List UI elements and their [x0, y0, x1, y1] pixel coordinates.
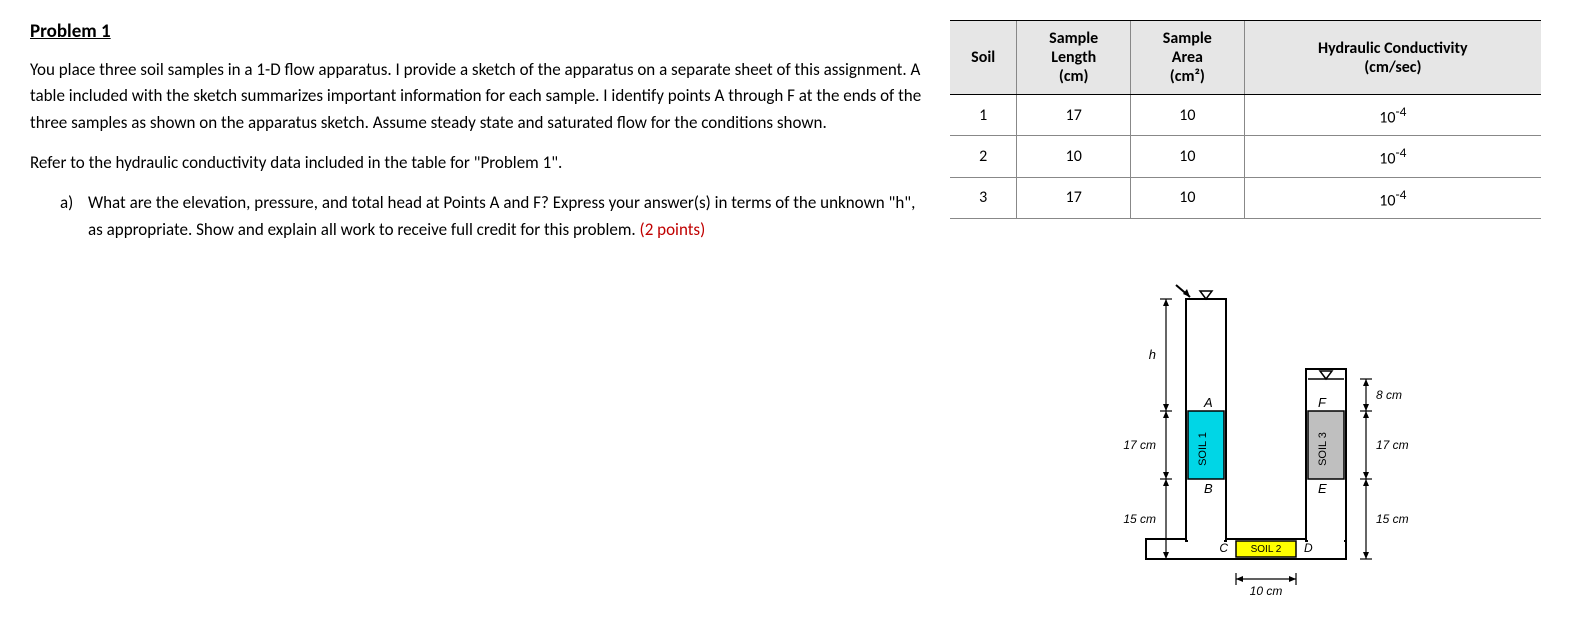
- question-points: (2 points): [640, 219, 706, 240]
- col-length-l3: (cm): [1059, 67, 1089, 86]
- dim-17l-label: 17 cm: [1123, 438, 1156, 452]
- label-F: F: [1318, 395, 1327, 410]
- col-area: Sample Area (cm²): [1131, 21, 1245, 95]
- cell-soil: 2: [950, 136, 1017, 177]
- k-base: 10: [1379, 150, 1395, 169]
- cell-area: 10: [1131, 136, 1245, 177]
- dim-17r-arr1: [1363, 411, 1369, 418]
- label-E: E: [1318, 481, 1327, 496]
- col-area-l3: (cm²): [1170, 67, 1205, 86]
- cell-length: 17: [1017, 95, 1131, 136]
- cell-length: 10: [1017, 136, 1131, 177]
- table-row: 2 10 10 10-4: [950, 136, 1541, 177]
- dim-15r-arr1: [1363, 479, 1369, 486]
- problem-heading: Problem 1: [30, 20, 930, 43]
- problem-paragraph-2: Refer to the hydraulic conductivity data…: [30, 150, 930, 176]
- cell-soil: 3: [950, 177, 1017, 218]
- col-k-l2: (cm/sec): [1364, 58, 1421, 77]
- cell-k: 10-4: [1244, 136, 1541, 177]
- col-length: Sample Length (cm): [1017, 21, 1131, 95]
- cell-length: 17: [1017, 177, 1131, 218]
- col-length-l1: Sample: [1049, 29, 1098, 48]
- soil3-label: SOIL 3: [1317, 432, 1329, 466]
- question-text: What are the elevation, pressure, and to…: [88, 192, 915, 239]
- col-soil: Soil: [950, 21, 1017, 95]
- dim-10-label: 10 cm: [1249, 584, 1282, 598]
- k-base: 10: [1379, 108, 1395, 127]
- dim-17r-arr2: [1363, 472, 1369, 479]
- dim-8-arr1: [1363, 379, 1369, 386]
- col-area-l1: Sample: [1163, 29, 1212, 48]
- dim-17l-arr1: [1163, 411, 1169, 418]
- problem-paragraph-1: You place three soil samples in a 1-D fl…: [30, 57, 930, 136]
- dim-17l-arr2: [1163, 472, 1169, 479]
- col-area-l2: Area: [1172, 48, 1203, 67]
- label-B: B: [1204, 481, 1213, 496]
- question-marker: a): [60, 190, 88, 243]
- inflow-arrowhead: [1183, 289, 1190, 297]
- question-a: a) What are the elevation, pressure, and…: [60, 190, 930, 243]
- dim-h-arr2: [1163, 404, 1169, 411]
- cell-area: 10: [1131, 177, 1245, 218]
- join-mask-right: [1308, 537, 1344, 543]
- k-exp: -4: [1396, 144, 1407, 161]
- cell-soil: 1: [950, 95, 1017, 136]
- k-exp: -4: [1396, 103, 1407, 120]
- dim-15r-label: 15 cm: [1376, 512, 1409, 526]
- col-k-l1: Hydraulic Conductivity: [1318, 39, 1468, 58]
- k-base: 10: [1379, 191, 1395, 210]
- dim-h-arr1: [1163, 299, 1169, 306]
- cell-area: 10: [1131, 95, 1245, 136]
- apparatus-svg: SOIL 1 SOIL 3 SOIL 2 A B C D: [1056, 279, 1436, 599]
- col-length-l2: Length: [1051, 48, 1096, 67]
- k-exp: -4: [1396, 186, 1407, 203]
- dim-15r-arr2: [1363, 552, 1369, 559]
- dim-h-label: h: [1148, 347, 1155, 362]
- dim-8-label: 8 cm: [1376, 388, 1402, 402]
- soil2-label: SOIL 2: [1250, 544, 1281, 555]
- question-body: What are the elevation, pressure, and to…: [88, 190, 930, 243]
- dim-8-arr2: [1363, 404, 1369, 411]
- soil1-label: SOIL 1: [1197, 432, 1209, 466]
- table-row: 3 17 10 10-4: [950, 177, 1541, 218]
- dim-10-arr2: [1289, 576, 1296, 582]
- label-D: D: [1304, 541, 1313, 555]
- dim-17r-label: 17 cm: [1376, 438, 1409, 452]
- soil-data-table: Soil Sample Length (cm) Sample Area (cm²…: [950, 20, 1541, 219]
- dim-15l-label: 15 cm: [1123, 512, 1156, 526]
- water-surface-left-icon: [1200, 291, 1212, 299]
- apparatus-diagram: SOIL 1 SOIL 3 SOIL 2 A B C D: [950, 279, 1541, 599]
- label-A: A: [1203, 395, 1213, 410]
- dim-15l-arr1: [1163, 479, 1169, 486]
- table-row: 1 17 10 10-4: [950, 95, 1541, 136]
- cell-k: 10-4: [1244, 95, 1541, 136]
- label-C: C: [1219, 541, 1228, 555]
- dim-10-arr1: [1236, 576, 1243, 582]
- col-k: Hydraulic Conductivity (cm/sec): [1244, 21, 1541, 95]
- cell-k: 10-4: [1244, 177, 1541, 218]
